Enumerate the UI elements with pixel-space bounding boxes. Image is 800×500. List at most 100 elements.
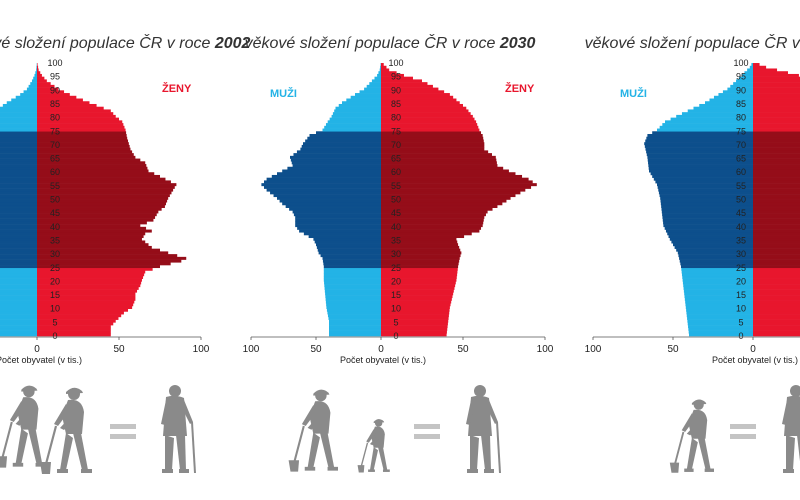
bar-female-age-16 [753,289,800,293]
bar-male-age-82 [0,109,37,113]
bar-male-age-91 [730,84,753,88]
bar-male-age-57 [0,177,37,181]
bar-male-age-32 [674,245,753,249]
bar-male-age-90 [364,87,381,91]
bar-male-age-22 [323,273,381,277]
bars [0,63,187,337]
age-tick-label: 40 [736,222,746,232]
retiree-with-cane-icon [466,385,501,474]
bar-female-age-28 [381,256,460,260]
bar-female-age-61 [37,166,148,170]
bar-male-age-59 [277,172,381,176]
bar-male-age-57 [653,177,753,181]
bar-male-age-49 [279,199,381,203]
bar-female-age-61 [381,166,504,170]
bar-male-age-7 [0,314,37,318]
bar-male-age-88 [355,93,381,97]
bar-male-age-21 [0,275,37,279]
bar-female-age-83 [753,106,800,110]
bar-female-age-8 [381,311,450,315]
bar-male-age-92 [733,82,753,86]
bar-male-age-81 [681,112,753,116]
bar-male-age-71 [0,139,37,143]
bar-female-age-19 [753,281,800,285]
bar-female-age-42 [381,218,484,222]
bar-female-age-38 [37,229,152,233]
bar-female-age-80 [381,114,473,118]
bar-male-age-2 [329,327,381,331]
bar-female-age-11 [381,303,451,307]
legend-male: MUŽI [270,87,297,100]
bar-female-age-59 [381,172,516,176]
bar-male-age-24 [681,267,753,271]
age-tick-label: 70 [50,140,60,150]
age-tick-label: 25 [50,263,60,273]
population-pyramid-2: věkové složení populace ČR v roce 203005… [243,33,554,365]
bar-male-age-73 [0,134,37,138]
bar-male-age-87 [15,95,37,99]
bar-male-age-49 [0,199,37,203]
bar-male-age-57 [266,177,381,181]
bar-male-age-36 [668,235,753,239]
bar-male-age-89 [23,90,37,94]
bar-male-age-52 [270,191,381,195]
bar-male-age-4 [329,322,381,326]
bar-female-age-80 [37,114,116,118]
bar-female-age-12 [37,300,135,304]
bar-female-age-85 [37,101,90,105]
bar-female-age-13 [753,297,800,301]
bar-male-age-96 [744,71,753,75]
bar-male-age-97 [747,68,753,72]
bar-female-age-13 [37,297,136,301]
bar-female-age-44 [381,213,486,217]
bar-male-age-31 [0,248,37,252]
bar-male-age-44 [662,213,753,217]
bar-female-age-65 [753,155,800,159]
bar-female-age-7 [381,314,449,318]
bar-male-age-65 [0,155,38,159]
equals-sign-icon [414,424,440,439]
bar-male-age-66 [293,153,381,157]
bar-female-age-75 [381,128,480,132]
bar-male-age-25 [681,265,753,269]
bar-female-age-74 [753,131,800,135]
age-axis: 0 5 10 15 20 25 30 35 40 45 50 55 60 65 70 75 80 85 90 95 10… [388,58,403,341]
bar-female-age-88 [753,93,800,97]
bar-female-age-25 [753,265,800,269]
bar-female-age-59 [753,172,800,176]
bar-male-age-47 [0,204,37,208]
x-tick-label-male: 0 [378,344,384,355]
bar-female-age-12 [381,300,452,304]
bar-female-age-60 [37,169,149,173]
bar-female-age-33 [37,243,149,247]
bar-male-age-79 [329,117,381,121]
bar-female-age-69 [381,144,485,148]
bar-male-age-84 [699,103,753,107]
bar-male-age-87 [350,95,381,99]
bar-male-age-73 [309,134,381,138]
bar-female-age-37 [37,232,146,236]
age-tick-label: 85 [50,99,60,109]
bar-female-age-13 [381,297,452,301]
bar-male-age-29 [0,254,37,258]
age-tick-label: 100 [733,58,748,68]
bar-male-age-65 [290,155,381,159]
bar-male-age-41 [663,221,753,225]
bar-male-age-75 [0,128,37,132]
bar-female-age-49 [753,199,800,203]
bar-male-age-84 [338,103,381,107]
age-tick-label: 30 [736,249,746,259]
bar-female-age-14 [37,295,136,299]
bar-female-age-23 [37,270,146,274]
bar-male-age-54 [657,185,753,189]
bar-male-age-28 [679,256,753,260]
bar-male-age-78 [665,120,753,124]
retiree-with-cane-icon [782,385,800,473]
bar-male-age-17 [0,286,37,290]
bar-female-age-35 [37,237,142,241]
bar-female-age-63 [381,161,497,165]
bar-female-age-3 [381,325,448,329]
age-tick-label: 45 [391,208,401,218]
bar-female-age-55 [753,183,800,187]
bar-male-age-55 [0,183,37,187]
